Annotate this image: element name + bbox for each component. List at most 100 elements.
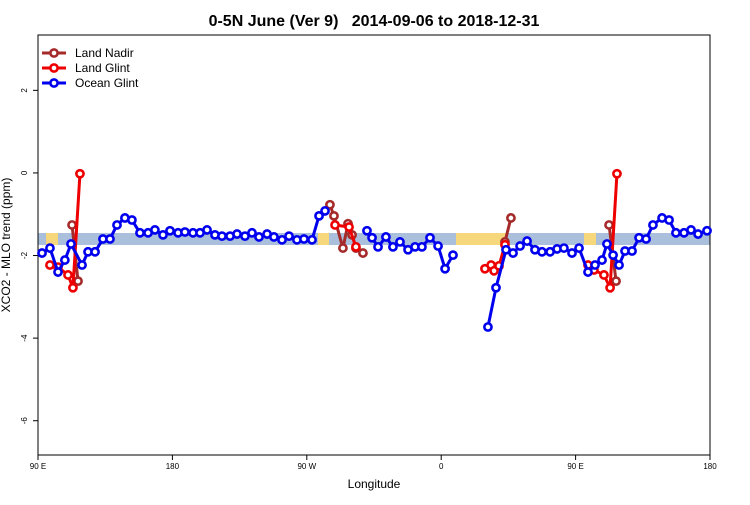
point xyxy=(537,246,547,257)
point xyxy=(63,270,73,280)
point xyxy=(325,199,335,210)
legend-label: Ocean Glint xyxy=(75,76,139,90)
point xyxy=(448,250,458,261)
point xyxy=(307,234,317,245)
point xyxy=(491,282,501,293)
point xyxy=(567,248,577,258)
point xyxy=(515,241,525,251)
y-tick-label: -2 xyxy=(20,251,29,259)
point xyxy=(254,232,264,242)
point xyxy=(180,227,190,237)
point xyxy=(590,260,600,270)
point xyxy=(284,231,294,242)
point xyxy=(45,243,55,253)
point xyxy=(583,267,593,277)
point xyxy=(90,246,100,257)
point xyxy=(483,322,493,332)
point xyxy=(330,220,340,230)
point xyxy=(314,210,324,221)
point xyxy=(641,234,651,244)
point xyxy=(559,243,569,253)
x-axis-label: Longitude xyxy=(348,477,401,491)
point xyxy=(362,225,372,236)
point xyxy=(522,236,532,246)
point xyxy=(440,263,450,274)
point xyxy=(105,234,115,244)
point xyxy=(232,229,242,239)
y-tick-label: -6 xyxy=(20,417,29,425)
point xyxy=(269,232,279,242)
point xyxy=(135,227,145,238)
legend-marker xyxy=(49,63,59,73)
chart-title: 0-5N June (Ver 9) 2014-09-06 to 2018-12-… xyxy=(209,13,540,30)
point xyxy=(608,250,618,261)
point xyxy=(395,237,405,247)
point xyxy=(604,220,614,230)
point xyxy=(614,260,624,270)
point xyxy=(574,243,584,253)
point xyxy=(277,234,287,245)
land-band xyxy=(318,233,329,245)
point xyxy=(202,225,212,235)
point xyxy=(75,168,85,179)
legend-marker xyxy=(49,48,59,58)
y-axis-label: XCO2 - MLO trend (ppm) xyxy=(0,178,13,313)
point xyxy=(53,267,63,277)
land-band xyxy=(456,233,506,245)
point xyxy=(702,225,712,236)
point xyxy=(508,248,518,258)
point xyxy=(320,206,330,216)
point xyxy=(112,220,122,230)
point xyxy=(425,232,435,243)
x-tick-label: 90 E xyxy=(567,462,583,471)
point xyxy=(671,227,681,238)
point xyxy=(611,276,621,287)
x-tick-label: 90 E xyxy=(30,462,46,471)
point xyxy=(605,282,615,293)
land-band xyxy=(584,233,596,245)
x-tick-label: 180 xyxy=(703,462,717,471)
y-tick-label: 2 xyxy=(20,88,29,93)
x-tick-label: 90 W xyxy=(297,462,316,471)
point xyxy=(351,241,361,252)
point xyxy=(299,234,309,244)
point xyxy=(367,232,377,243)
point xyxy=(165,225,175,236)
point xyxy=(344,222,354,232)
point xyxy=(158,229,168,240)
point xyxy=(381,232,391,242)
point xyxy=(59,255,70,265)
point xyxy=(648,220,658,230)
point xyxy=(612,168,622,179)
point xyxy=(247,227,257,238)
point xyxy=(217,231,227,242)
point xyxy=(602,239,612,249)
point xyxy=(37,248,47,258)
y-tick-label: 0 xyxy=(20,170,29,175)
point xyxy=(373,241,383,252)
point xyxy=(433,241,443,251)
point xyxy=(150,225,160,235)
point xyxy=(127,215,137,225)
point xyxy=(68,282,78,293)
point xyxy=(388,241,398,252)
point xyxy=(693,229,703,239)
point xyxy=(45,260,55,270)
y-tick-label: -4 xyxy=(20,334,29,342)
land-band xyxy=(46,233,58,245)
legend-label: Land Glint xyxy=(75,61,130,75)
legend-label: Land Nadir xyxy=(75,46,134,60)
point xyxy=(77,260,87,270)
point xyxy=(338,243,348,253)
point xyxy=(329,210,339,221)
point xyxy=(686,225,696,235)
point xyxy=(599,270,609,280)
point xyxy=(597,255,607,265)
plot-frame xyxy=(37,34,711,456)
point xyxy=(627,246,637,256)
legend-marker xyxy=(49,78,59,88)
series-line xyxy=(49,173,619,294)
x-tick-label: 180 xyxy=(166,462,180,471)
point xyxy=(358,248,368,258)
